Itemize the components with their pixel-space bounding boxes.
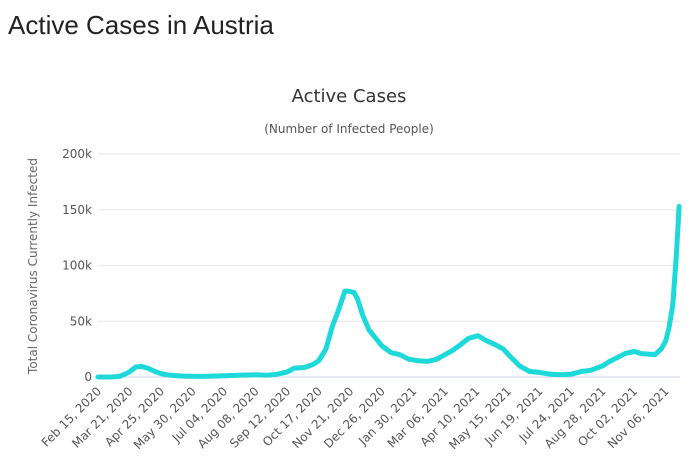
grid-lines (98, 153, 680, 322)
y-tick-label: 100k (62, 259, 92, 273)
y-tick-label: 0 (84, 370, 92, 384)
y-tick-label: 200k (62, 147, 92, 161)
page-heading: Active Cases in Austria (8, 10, 274, 40)
chart-title: Active Cases (292, 86, 407, 107)
chart-subtitle: (Number of Infected People) (264, 122, 434, 136)
y-axis-title: Total Coronavirus Currently Infected (26, 158, 40, 375)
y-axis-ticks: 0 50k 100k 150k 200k (62, 147, 92, 384)
series-group (95, 203, 682, 380)
series-line (95, 203, 682, 380)
y-tick-label: 50k (70, 314, 92, 328)
y-tick-label: 150k (62, 203, 92, 217)
